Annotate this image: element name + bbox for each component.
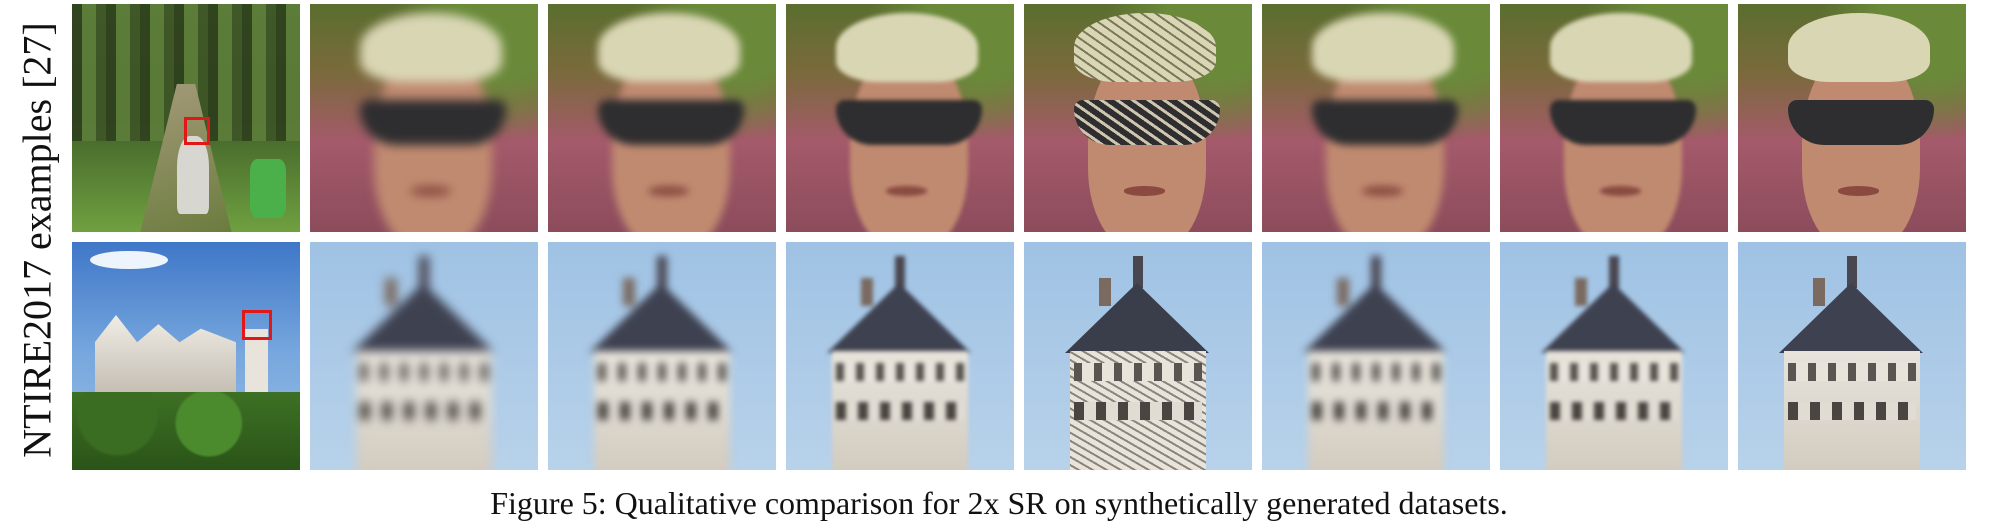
tower-crop-5 (1262, 242, 1490, 470)
roi-box (242, 310, 272, 340)
face-crop-7 (1738, 4, 1966, 232)
face-crop-3 (786, 4, 1014, 232)
face-crop-4 (1024, 4, 1252, 232)
face-crop-2 (548, 4, 776, 232)
side-label-text: NTIRE2017 examples [27] (15, 22, 61, 458)
figure-caption: Figure 5: Qualitative comparison for 2x … (490, 485, 1508, 521)
face-crop-1 (310, 4, 538, 232)
roi-box (184, 117, 210, 145)
row-group-label: NTIRE2017 examples [27] (15, 8, 61, 472)
tower-crop-1 (310, 242, 538, 470)
face-crop-6 (1500, 4, 1728, 232)
tower-crop-7 (1738, 242, 1966, 470)
tower-crop-2 (548, 242, 776, 470)
full-scene-forest (72, 4, 300, 232)
tower-crop-6 (1500, 242, 1728, 470)
full-scene-castle (72, 242, 300, 470)
tower-crop-3 (786, 242, 1014, 470)
face-crop-5 (1262, 4, 1490, 232)
tower-crop-4 (1024, 242, 1252, 470)
